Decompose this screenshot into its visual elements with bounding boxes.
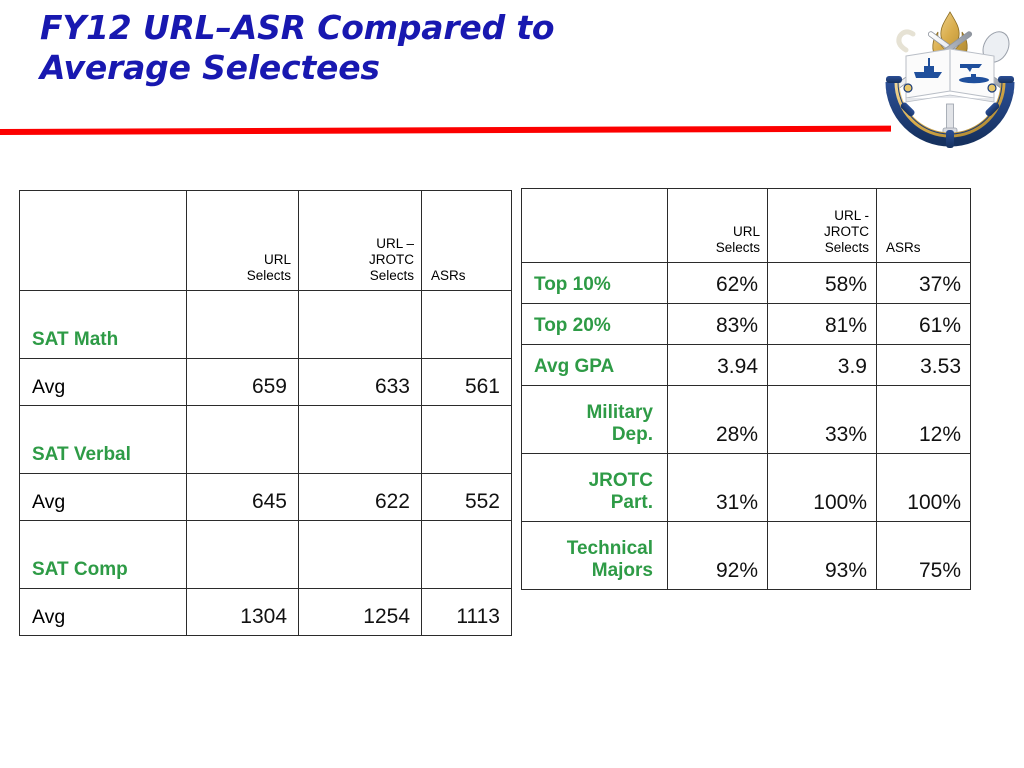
row-label-technical-majors: Technical Majors xyxy=(521,521,668,590)
cell-empty xyxy=(298,405,422,474)
row-label-avg: Avg xyxy=(19,588,187,636)
cell-value: 58% xyxy=(767,262,877,304)
cell-value: 12% xyxy=(876,385,971,454)
table-header-row: URL Selects URL - JROTC Selects ASRs xyxy=(521,188,971,263)
cell-value: 1113 xyxy=(421,588,512,636)
cell-empty xyxy=(186,520,299,589)
cell-value: 100% xyxy=(767,453,877,522)
cell-value: 659 xyxy=(186,358,299,406)
cell-value: 3.94 xyxy=(667,344,768,386)
header-cell-url-selects: URL Selects xyxy=(667,188,768,263)
row-label-jrotc-part: JROTC Part. xyxy=(521,453,668,522)
cell-empty xyxy=(421,405,512,474)
table-row: SAT Math xyxy=(19,290,512,359)
table-row: Technical Majors 92% 93% 75% xyxy=(521,521,971,590)
header-cell-blank xyxy=(19,190,187,291)
cell-empty xyxy=(186,290,299,359)
table-row: Avg 659 633 561 xyxy=(19,358,512,406)
row-label-avg: Avg xyxy=(19,473,187,521)
cell-value: 561 xyxy=(421,358,512,406)
cell-empty xyxy=(421,520,512,589)
row-label-military-dep: Military Dep. xyxy=(521,385,668,454)
cell-value: 3.9 xyxy=(767,344,877,386)
row-label-top-20: Top 20% xyxy=(521,303,668,345)
header-cell-asrs: ASRs xyxy=(421,190,512,291)
cell-value: 33% xyxy=(767,385,877,454)
category-label-sat-verbal: SAT Verbal xyxy=(19,405,187,474)
title-divider-rule xyxy=(0,125,891,135)
table-row: JROTC Part. 31% 100% 100% xyxy=(521,453,971,522)
table-row: Top 10% 62% 58% 37% xyxy=(521,262,971,304)
naval-service-training-command-crest-icon xyxy=(876,2,1024,154)
cell-value: 61% xyxy=(876,303,971,345)
cell-value: 37% xyxy=(876,262,971,304)
cell-value: 645 xyxy=(186,473,299,521)
table-row: Military Dep. 28% 33% 12% xyxy=(521,385,971,454)
row-label-avg-gpa: Avg GPA xyxy=(521,344,668,386)
table-row: Avg GPA 3.94 3.9 3.53 xyxy=(521,344,971,386)
table-row: Avg 645 622 552 xyxy=(19,473,512,521)
category-label-sat-comp: SAT Comp xyxy=(19,520,187,589)
row-label-avg: Avg xyxy=(19,358,187,406)
cell-value: 1304 xyxy=(186,588,299,636)
header-cell-url-minus-jrotc-selects: URL – JROTC Selects xyxy=(298,190,422,291)
performance-metrics-table: URL Selects URL - JROTC Selects ASRs Top… xyxy=(521,188,971,590)
table-header-row: URL Selects URL – JROTC Selects ASRs xyxy=(19,190,512,291)
cell-empty xyxy=(186,405,299,474)
cell-value: 93% xyxy=(767,521,877,590)
cell-empty xyxy=(298,520,422,589)
cell-value: 552 xyxy=(421,473,512,521)
cell-value: 81% xyxy=(767,303,877,345)
cell-value: 62% xyxy=(667,262,768,304)
category-label-sat-math: SAT Math xyxy=(19,290,187,359)
cell-value: 28% xyxy=(667,385,768,454)
cell-value: 633 xyxy=(298,358,422,406)
cell-empty xyxy=(421,290,512,359)
cell-value: 75% xyxy=(876,521,971,590)
row-label-top-10: Top 10% xyxy=(521,262,668,304)
table-row: Top 20% 83% 81% 61% xyxy=(521,303,971,345)
cell-value: 3.53 xyxy=(876,344,971,386)
header-cell-url-minus-jrotc-selects: URL - JROTC Selects xyxy=(767,188,877,263)
table-row: SAT Comp xyxy=(19,520,512,589)
cell-value: 92% xyxy=(667,521,768,590)
table-row: Avg 1304 1254 1113 xyxy=(19,588,512,636)
header-cell-url-selects: URL Selects xyxy=(186,190,299,291)
cell-value: 100% xyxy=(876,453,971,522)
cell-value: 31% xyxy=(667,453,768,522)
table-row: SAT Verbal xyxy=(19,405,512,474)
cell-value: 83% xyxy=(667,303,768,345)
cell-empty xyxy=(298,290,422,359)
cell-value: 622 xyxy=(298,473,422,521)
page-title: FY12 URL–ASR Compared to Average Selecte… xyxy=(40,8,555,88)
sat-scores-table: URL Selects URL – JROTC Selects ASRs SAT… xyxy=(19,190,512,636)
cell-value: 1254 xyxy=(298,588,422,636)
header-cell-blank xyxy=(521,188,668,263)
header-cell-asrs: ASRs xyxy=(876,188,971,263)
